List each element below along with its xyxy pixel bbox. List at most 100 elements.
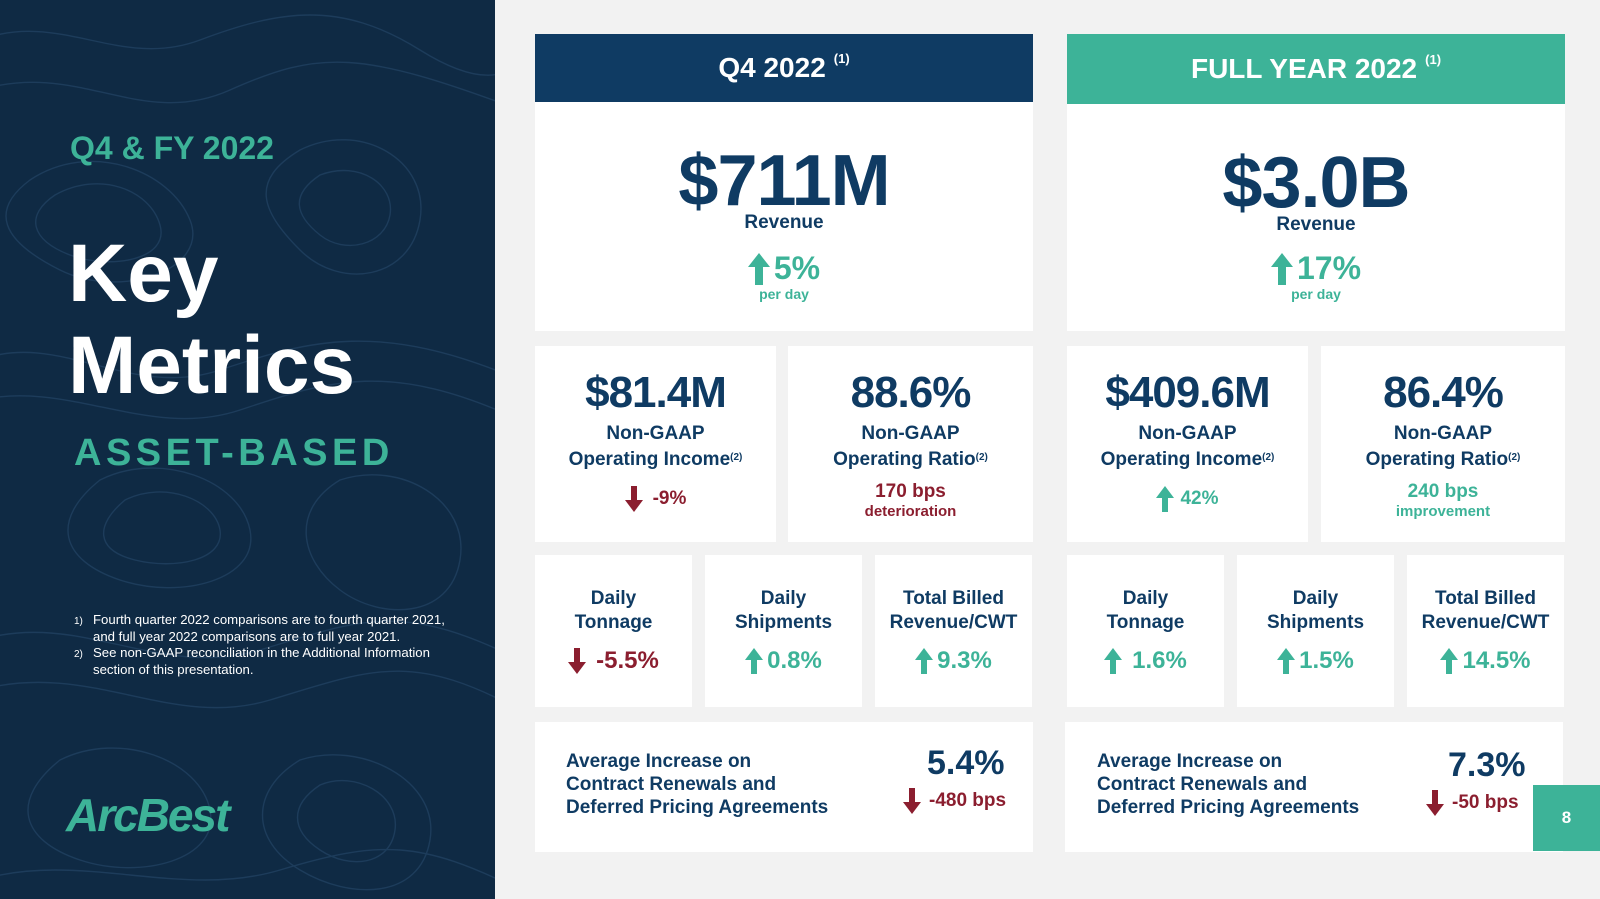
q4-header-note: (1)	[833, 50, 850, 66]
q4-op-ratio-note: (2)	[975, 452, 988, 463]
fy-pricing-value: 7.3%	[1448, 746, 1526, 784]
q4-revenue-card: $711M Revenue 5% per day	[535, 102, 1033, 331]
q4-tonnage-label-line2: Tonnage	[574, 612, 653, 633]
q4-shipments-label: Daily Shipments	[705, 587, 862, 635]
q4-header-label: Q4 2022	[718, 52, 826, 83]
q4-tonnage-label: Daily Tonnage	[535, 587, 692, 635]
fy-pricing-label: Average Increase on Contract Renewals an…	[1097, 750, 1359, 819]
fy-shipments-label: Daily Shipments	[1237, 587, 1394, 635]
q4-op-income-label: Non-GAAP Operating Income(2)	[535, 422, 776, 472]
fy-shipments-label-line1: Daily	[1292, 588, 1339, 609]
q4-billed-change: 9.3%	[937, 647, 992, 674]
q4-shipments-label-line1: Daily	[760, 588, 807, 609]
segment-label: ASSET-BASED	[74, 432, 394, 474]
fy-header: FULL YEAR 2022 (1)	[1067, 34, 1565, 104]
footnotes: 1) Fourth quarter 2022 comparisons are t…	[74, 612, 464, 678]
down-arrow-icon	[568, 648, 587, 674]
q4-pricing-label-line2: Contract Renewals and	[566, 774, 777, 795]
left-panel: Q4 & FY 2022 Key Metrics ASSET-BASED 1) …	[0, 0, 495, 899]
q4-op-income-note: (2)	[730, 452, 743, 463]
q4-billed-label-line1: Total Billed	[903, 588, 1004, 609]
fy-op-income-label-line1: Non-GAAP	[1138, 423, 1237, 444]
q4-op-income-change: -9%	[652, 488, 687, 509]
page-title-line1: Key	[68, 228, 219, 319]
q4-revenue-label: Revenue	[744, 212, 824, 233]
fy-op-ratio-label: Non-GAAP Operating Ratio(2)	[1321, 422, 1565, 472]
page-title-line2: Metrics	[68, 320, 356, 411]
fy-op-income-label-line2: Operating Income	[1100, 449, 1263, 470]
q4-revenue-value: $711M	[678, 141, 890, 221]
q4-op-ratio-card: 88.6% Non-GAAP Operating Ratio(2) 170 bp…	[788, 346, 1033, 542]
fy-op-ratio-label-line2: Operating Ratio	[1365, 449, 1509, 470]
up-arrow-icon	[1440, 648, 1459, 674]
q4-op-income-card: $81.4M Non-GAAP Operating Income(2) -9%	[535, 346, 776, 542]
q4-billed-label: Total Billed Revenue/CWT	[875, 587, 1032, 635]
fy-shipments-label-line2: Shipments	[1266, 612, 1365, 633]
fy-pricing-label-line1: Average Increase on	[1097, 751, 1283, 772]
eyebrow-label: Q4 & FY 2022	[70, 130, 274, 166]
fy-revenue-label: Revenue	[1276, 214, 1356, 235]
topographic-pattern	[0, 14, 495, 891]
q4-op-ratio-label-line1: Non-GAAP	[861, 423, 960, 444]
footnote-number: 1)	[74, 616, 83, 627]
q4-tonnage-card: Daily Tonnage -5.5%	[535, 555, 692, 707]
q4-pricing-change: -480 bps	[929, 790, 1007, 811]
up-arrow-icon	[1270, 252, 1293, 285]
fy-revenue-sub: per day	[1291, 286, 1341, 302]
footnote: 2) See non-GAAP reconciliation in the Ad…	[74, 645, 464, 678]
fy-op-income-value: $409.6M	[1105, 368, 1270, 417]
q4-pricing-value: 5.4%	[927, 744, 1005, 782]
fy-pricing-card: Average Increase on Contract Renewals an…	[1065, 722, 1563, 852]
q4-shipments-card: Daily Shipments 0.8%	[705, 555, 862, 707]
up-arrow-icon	[1104, 648, 1123, 674]
down-arrow-icon	[1426, 790, 1444, 816]
q4-op-ratio-label: Non-GAAP Operating Ratio(2)	[788, 422, 1033, 472]
fy-pricing-label-line2: Contract Renewals and	[1097, 774, 1308, 795]
fy-billed-card: Total Billed Revenue/CWT 14.5%	[1407, 555, 1564, 707]
fy-pricing-label-line3: Deferred Pricing Agreements	[1097, 797, 1360, 818]
fy-op-income-note: (2)	[1262, 452, 1275, 463]
fy-billed-label-line1: Total Billed	[1435, 588, 1536, 609]
down-arrow-icon	[624, 486, 643, 512]
q4-tonnage-change: -5.5%	[596, 647, 659, 674]
fy-billed-change: 14.5%	[1462, 647, 1531, 674]
fy-shipments-card: Daily Shipments 1.5%	[1237, 555, 1394, 707]
fy-op-ratio-bps: 240 bps	[1407, 481, 1479, 502]
page-number: 8	[1533, 785, 1600, 851]
fy-header-note: (1)	[1425, 51, 1442, 67]
q4-billed-card: Total Billed Revenue/CWT 9.3%	[875, 555, 1032, 707]
up-arrow-icon	[747, 252, 770, 285]
fy-op-ratio-label-line1: Non-GAAP	[1393, 423, 1493, 444]
fy-tonnage-label: Daily Tonnage	[1067, 587, 1224, 635]
q4-op-income-label-line1: Non-GAAP	[606, 423, 705, 444]
footnote: 1) Fourth quarter 2022 comparisons are t…	[74, 612, 464, 645]
q4-op-ratio-bps: 170 bps	[875, 481, 946, 502]
fy-op-income-change: 42%	[1180, 488, 1219, 509]
fy-tonnage-label-line2: Tonnage	[1106, 612, 1185, 633]
fy-header-label: FULL YEAR 2022	[1190, 53, 1418, 84]
q4-shipments-change: 0.8%	[767, 647, 822, 674]
q4-pricing-label: Average Increase on Contract Renewals an…	[566, 750, 828, 819]
fy-op-income-card: $409.6M Non-GAAP Operating Income(2) 42%	[1067, 346, 1308, 542]
q4-op-income-label-line2: Operating Income	[568, 449, 731, 470]
fy-pricing-change: -50 bps	[1452, 792, 1519, 813]
fy-billed-label: Total Billed Revenue/CWT	[1407, 587, 1564, 635]
up-arrow-icon	[915, 648, 934, 674]
fy-tonnage-card: Daily Tonnage 1.6%	[1067, 555, 1224, 707]
fy-shipments-change: 1.5%	[1299, 647, 1354, 674]
q4-pricing-label-line1: Average Increase on	[566, 751, 752, 772]
q4-tonnage-label-line1: Daily	[590, 588, 637, 609]
fy-tonnage-label-line1: Daily	[1122, 588, 1169, 609]
footnote-number: 2)	[74, 649, 83, 660]
up-arrow-icon	[1277, 648, 1296, 674]
fy-op-ratio-bps-sub: improvement	[1395, 503, 1491, 520]
fy-op-ratio-card: 86.4% Non-GAAP Operating Ratio(2) 240 bp…	[1321, 346, 1565, 542]
fy-revenue-value: $3.0B	[1222, 143, 1410, 223]
q4-pricing-label-line3: Deferred Pricing Agreements	[566, 797, 829, 818]
fy-op-income-label: Non-GAAP Operating Income(2)	[1067, 422, 1308, 472]
arcbest-logo: ArcBest	[66, 789, 230, 841]
up-arrow-icon	[745, 648, 764, 674]
down-arrow-icon	[903, 788, 921, 814]
q4-op-ratio-bps-sub: deterioration	[864, 503, 957, 520]
footnote-text: See non-GAAP reconciliation in the Addit…	[93, 645, 430, 677]
